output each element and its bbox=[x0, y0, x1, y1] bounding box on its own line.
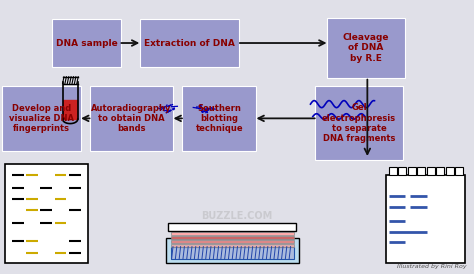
Text: Autoradiography
to obtain DNA
bands: Autoradiography to obtain DNA bands bbox=[91, 104, 172, 133]
FancyBboxPatch shape bbox=[52, 19, 121, 67]
Bar bbox=[427, 167, 435, 175]
FancyBboxPatch shape bbox=[182, 86, 256, 151]
Bar bbox=[408, 167, 416, 175]
Bar bbox=[171, 244, 294, 247]
Bar bbox=[171, 240, 294, 243]
Text: Extraction of DNA: Extraction of DNA bbox=[144, 39, 235, 48]
Text: BUZZLE.COM: BUZZLE.COM bbox=[201, 212, 273, 221]
Bar bbox=[386, 175, 465, 263]
FancyBboxPatch shape bbox=[315, 86, 403, 160]
FancyBboxPatch shape bbox=[90, 86, 173, 151]
Bar bbox=[171, 236, 294, 239]
Bar bbox=[168, 223, 296, 231]
Bar bbox=[171, 247, 294, 259]
Bar bbox=[166, 238, 299, 263]
Text: Illustrated by Rini Roy: Illustrated by Rini Roy bbox=[397, 264, 467, 269]
Bar bbox=[5, 164, 88, 263]
FancyBboxPatch shape bbox=[2, 86, 81, 151]
Bar bbox=[436, 167, 444, 175]
Bar bbox=[446, 167, 454, 175]
Text: Southern
blotting
technique: Southern blotting technique bbox=[195, 104, 243, 133]
Text: Develop and
visualize DNA
fingerprints: Develop and visualize DNA fingerprints bbox=[9, 104, 74, 133]
Text: Gel
electrophoresis
to separate
DNA fragments: Gel electrophoresis to separate DNA frag… bbox=[322, 103, 396, 143]
Bar bbox=[455, 167, 463, 175]
Bar bbox=[398, 167, 406, 175]
Bar bbox=[389, 167, 397, 175]
FancyBboxPatch shape bbox=[140, 19, 239, 67]
Text: Cleavage
of DNA
by R.E: Cleavage of DNA by R.E bbox=[343, 33, 390, 63]
Text: DNA sample: DNA sample bbox=[55, 39, 118, 48]
Bar bbox=[171, 232, 294, 235]
FancyBboxPatch shape bbox=[327, 18, 405, 78]
Bar bbox=[417, 167, 425, 175]
